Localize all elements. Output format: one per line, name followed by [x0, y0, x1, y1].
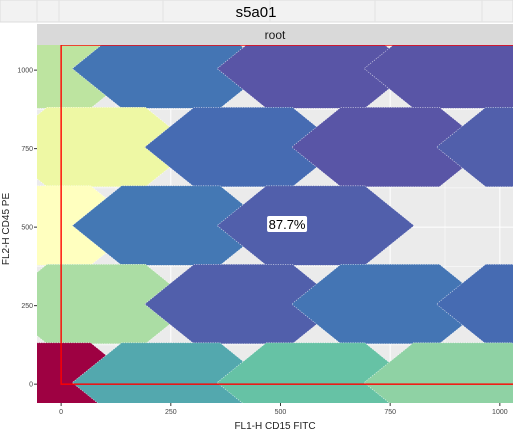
hex-bins: [37, 45, 513, 403]
y-tick-label: 250: [21, 303, 33, 310]
title-bar: [0, 0, 513, 23]
x-tick-label: 0: [59, 409, 63, 416]
hex-bin: [291, 107, 490, 188]
y-axis-label: FL2-H CD45 PE: [1, 193, 12, 266]
gate-rectangle: [60, 45, 513, 385]
y-axis-ticks: 0 250 500 750 1000: [17, 68, 37, 389]
facet-strip-label: root: [265, 28, 286, 42]
hex-bin: [216, 342, 415, 403]
hex-bin: [436, 107, 513, 188]
x-tick-label: 1000: [492, 409, 508, 416]
x-axis-label: FL1-H CD15 FITC: [234, 421, 315, 432]
y-tick-label: 500: [21, 225, 33, 232]
x-axis-ticks: 0 250 500 750 1000: [59, 403, 508, 416]
y-tick-label: 0: [29, 382, 33, 389]
gate-label-box: [267, 216, 308, 232]
title-bar-gridlines: [36, 0, 483, 22]
gate: [60, 45, 513, 385]
y-tick-label: 1000: [17, 68, 33, 75]
hex-bin: [436, 263, 513, 345]
hex-bin: [363, 342, 513, 403]
y-tick-label: 750: [21, 146, 33, 153]
gate-label-group: 87.7%: [267, 216, 308, 232]
hex-bin: [71, 342, 270, 403]
chart-title: s5a01: [236, 4, 277, 21]
facet-strip: [37, 24, 513, 45]
x-tick-label: 500: [275, 409, 287, 416]
x-tick-label: 250: [165, 409, 177, 416]
gate-label: 87.7%: [269, 217, 306, 232]
x-tick-label: 750: [384, 409, 396, 416]
